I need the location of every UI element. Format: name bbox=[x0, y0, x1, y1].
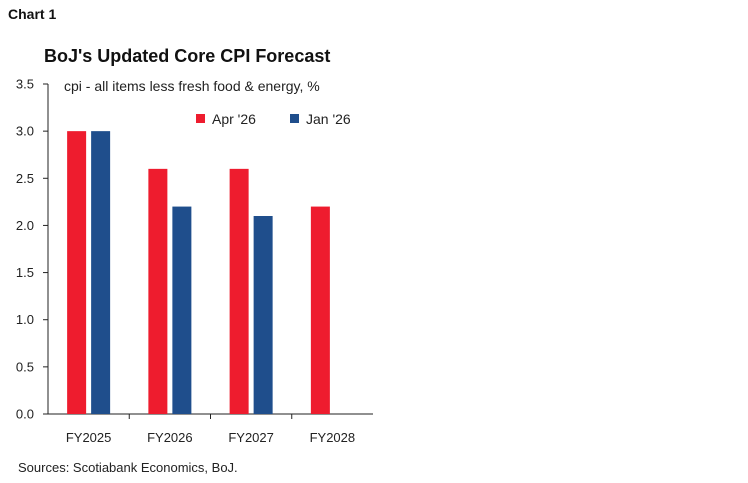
legend: Apr '26 Jan '26 bbox=[196, 111, 351, 127]
x-tick-label: FY2026 bbox=[147, 430, 193, 445]
y-tick-label: 2.0 bbox=[16, 218, 34, 233]
y-tick-label: 2.5 bbox=[16, 171, 34, 186]
y-tick-label: 0.0 bbox=[16, 407, 34, 422]
bar-apr-fy2027 bbox=[229, 168, 249, 414]
y-tick-label: 0.5 bbox=[16, 359, 34, 374]
plot-area: 0.0 0.5 1.0 1.5 2.0 2.5 3.0 3.5 FY2025 FY2026 FY20… bbox=[16, 77, 373, 445]
source-note: Sources: Scotiabank Economics, BoJ. bbox=[18, 460, 238, 475]
legend-swatch bbox=[196, 114, 205, 123]
bar-apr-fy2026 bbox=[148, 168, 168, 414]
x-tick-label: FY2028 bbox=[310, 430, 356, 445]
y-tick-label: 1.0 bbox=[16, 312, 34, 327]
legend-swatch bbox=[290, 114, 299, 123]
y-tick-label: 3.5 bbox=[16, 77, 34, 92]
bar-jan-fy2027 bbox=[253, 216, 273, 414]
bar-jan-fy2026 bbox=[172, 206, 192, 414]
chart-label: Chart 1 bbox=[8, 6, 57, 22]
bar-apr-fy2028 bbox=[310, 206, 330, 414]
x-tick-label: FY2025 bbox=[66, 430, 112, 445]
x-tick-label: FY2027 bbox=[228, 430, 274, 445]
chart-title: BoJ's Updated Core CPI Forecast bbox=[44, 46, 330, 66]
bar-jan-fy2025 bbox=[91, 131, 111, 414]
legend-label: Apr '26 bbox=[212, 111, 256, 127]
y-tick-label: 3.0 bbox=[16, 124, 34, 139]
legend-label: Jan '26 bbox=[306, 111, 351, 127]
y-tick-label: 1.5 bbox=[16, 265, 34, 280]
bar-apr-fy2025 bbox=[67, 131, 87, 414]
chart-subtitle: cpi - all items less fresh food & energy… bbox=[64, 78, 320, 94]
